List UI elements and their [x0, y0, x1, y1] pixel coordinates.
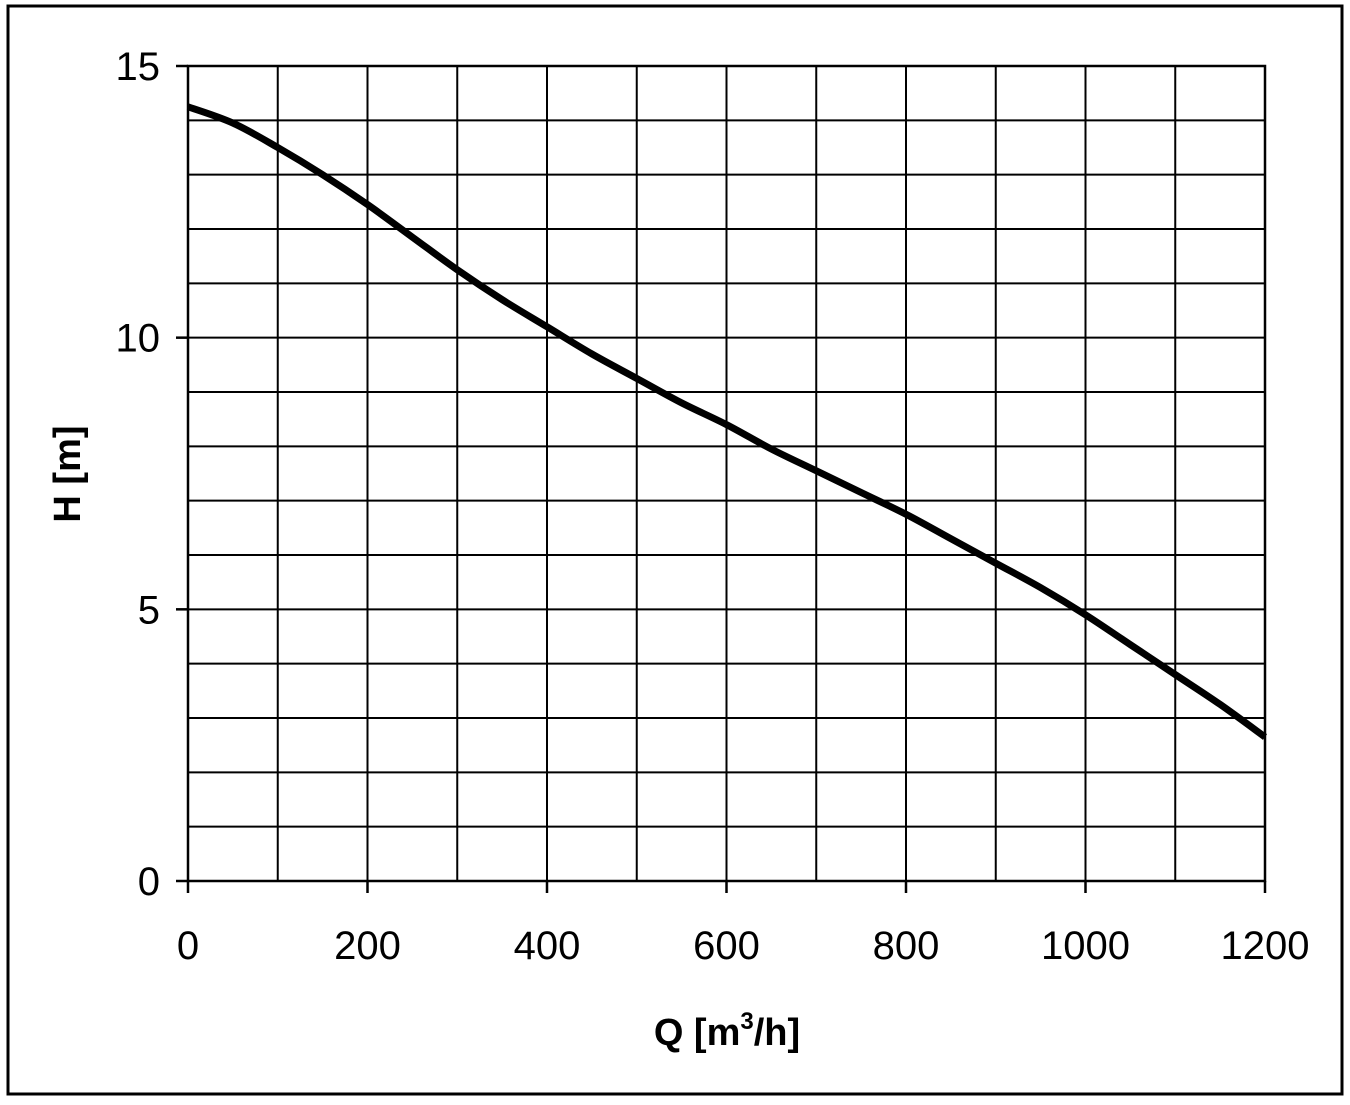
y-tick-label: 0	[138, 860, 160, 904]
x-tick-label: 1200	[1221, 924, 1310, 968]
label-layer: 0 5 10 15 0 200 400 600 800 1000 1200	[116, 45, 1310, 968]
y-axis-title: H [m]	[47, 425, 89, 522]
y-tick-label: 5	[138, 588, 160, 632]
x-tick-label: 600	[693, 924, 760, 968]
x-tick-label: 800	[873, 924, 940, 968]
x-tick-label: 400	[514, 924, 581, 968]
axis-layer	[176, 64, 1267, 893]
series-layer	[186, 103, 1268, 740]
y-tick-label: 15	[116, 45, 161, 89]
x-axis-title: Q [m3/h]	[654, 1008, 800, 1054]
x-tick-label: 1000	[1041, 924, 1130, 968]
y-tick-label: 10	[116, 317, 161, 361]
head-flow-curve	[186, 103, 1268, 740]
x-tick-label: 0	[177, 924, 199, 968]
outer-border	[6, 4, 1344, 1096]
x-tick-label: 200	[334, 924, 401, 968]
